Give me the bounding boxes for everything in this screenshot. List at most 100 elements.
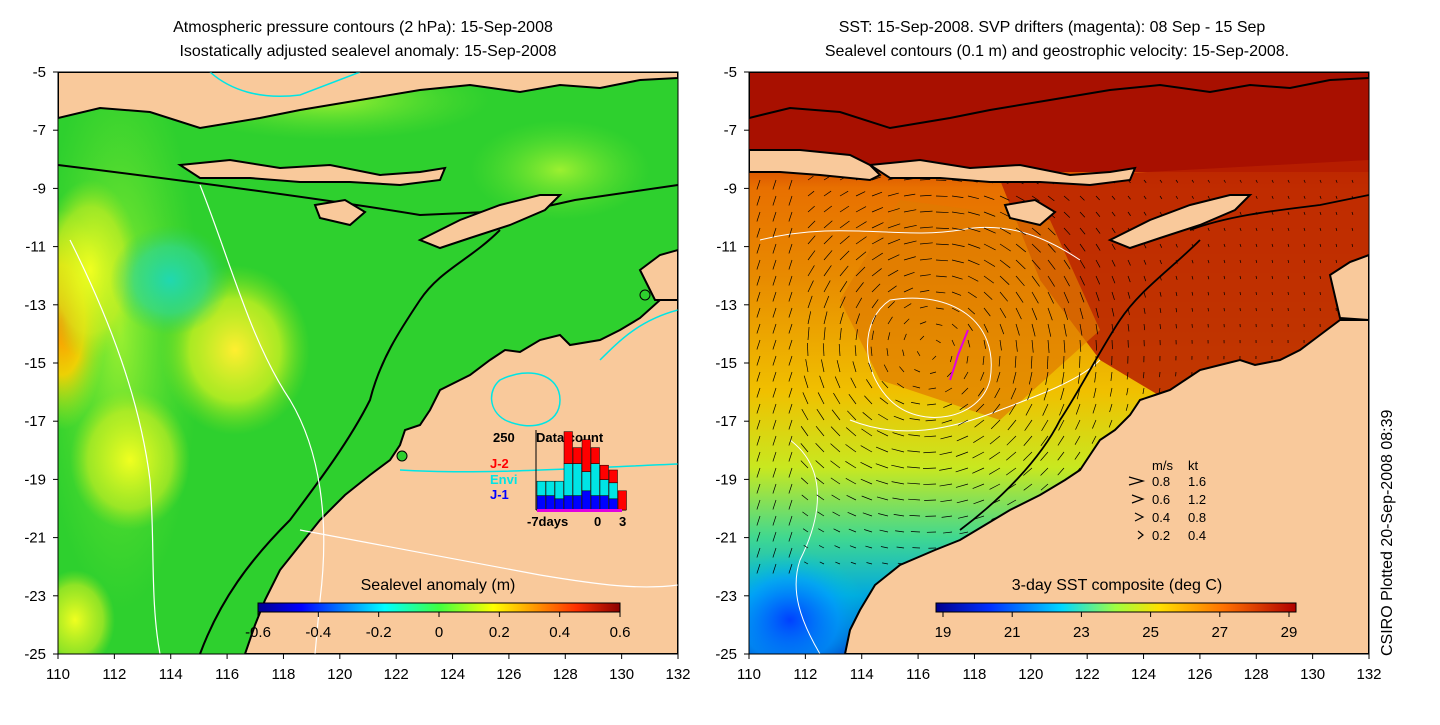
colorbar-tick-label: 21 xyxy=(1004,624,1021,641)
left-marker-south xyxy=(397,451,407,461)
x-tick-label: 128 xyxy=(553,666,578,683)
data-count-legend-envi: Envi xyxy=(490,472,517,487)
data-count-bar-envi xyxy=(573,464,582,496)
data-count-xlabel-start: -7days xyxy=(527,514,568,529)
y-tick-label: -21 xyxy=(715,530,737,547)
data-count-bar-j1 xyxy=(609,499,618,510)
left-title-line1: Atmospheric pressure contours (2 hPa): 1… xyxy=(173,19,553,36)
right-map xyxy=(710,72,1369,690)
y-tick-label: -15 xyxy=(24,355,46,372)
velocity-legend-kt: 0.4 xyxy=(1188,528,1206,543)
x-tick-label: 124 xyxy=(1131,666,1156,683)
y-tick-label: -9 xyxy=(33,180,46,197)
velocity-legend-kt: 1.6 xyxy=(1188,474,1206,489)
colorbar-tick-label: 27 xyxy=(1211,624,1228,641)
data-count-bar-envi xyxy=(537,481,546,495)
y-tick-label: -19 xyxy=(715,471,737,488)
y-tick-label: -11 xyxy=(25,239,46,256)
data-count-bar-j1 xyxy=(600,496,609,510)
velocity-legend-ms: 0.8 xyxy=(1152,474,1170,489)
x-tick-label: 120 xyxy=(327,666,352,683)
y-tick-label: -23 xyxy=(24,588,46,605)
colorbar-tick-label: 19 xyxy=(935,624,952,641)
y-tick-label: -21 xyxy=(24,530,46,547)
colorbar-tick-label: -0.6 xyxy=(245,624,271,641)
x-tick-label: 112 xyxy=(793,666,817,683)
left-anomaly-yellow-sw xyxy=(35,570,115,670)
velocity-legend-kt: 1.2 xyxy=(1188,492,1206,507)
x-tick-label: 126 xyxy=(496,666,521,683)
data-count-bar-envi xyxy=(609,483,618,499)
x-tick-label: 132 xyxy=(665,666,690,683)
data-count-bar-j2 xyxy=(618,491,627,510)
right-title-line1: SST: 15-Sep-2008. SVP drifters (magenta)… xyxy=(839,19,1266,36)
data-count-bar-envi xyxy=(600,480,609,496)
data-count-bar-envi xyxy=(564,464,573,496)
x-tick-label: 116 xyxy=(215,666,239,683)
left-map xyxy=(17,50,678,670)
velocity-legend-header-kt: kt xyxy=(1188,458,1199,473)
x-tick-label: 118 xyxy=(962,666,986,683)
left-colorbar xyxy=(258,603,620,612)
x-tick-label: 130 xyxy=(609,666,634,683)
velocity-legend-ms: 0.2 xyxy=(1152,528,1170,543)
x-tick-label: 110 xyxy=(46,666,70,683)
data-count-bar-j2 xyxy=(600,465,609,479)
y-tick-label: -13 xyxy=(24,297,46,314)
x-tick-label: 114 xyxy=(159,666,183,683)
y-tick-label: -5 xyxy=(724,64,737,81)
x-tick-label: 126 xyxy=(1187,666,1212,683)
colorbar-tick-label: -0.2 xyxy=(366,624,392,641)
y-tick-label: -15 xyxy=(715,355,737,372)
data-count-bar-j1 xyxy=(564,496,573,510)
x-tick-label: 118 xyxy=(271,666,295,683)
y-tick-label: -7 xyxy=(724,122,737,139)
data-count-max: 250 xyxy=(493,430,515,445)
y-tick-label: -17 xyxy=(715,413,737,430)
data-count-bar-j1 xyxy=(582,491,591,510)
x-tick-label: 122 xyxy=(1075,666,1100,683)
x-tick-label: 110 xyxy=(737,666,761,683)
y-tick-label: -7 xyxy=(33,122,46,139)
velocity-legend-ms: 0.6 xyxy=(1152,492,1170,507)
right-title-line2: Sealevel contours (0.1 m) and geostrophi… xyxy=(825,43,1289,60)
data-count-bar-j2 xyxy=(573,448,582,464)
velocity-legend-header-ms: m/s xyxy=(1152,458,1173,473)
data-count-bar-envi xyxy=(546,481,555,495)
data-count-bar-j2 xyxy=(564,432,573,464)
x-tick-label: 122 xyxy=(384,666,409,683)
y-tick-label: -17 xyxy=(24,413,46,430)
velocity-vector xyxy=(1272,292,1273,295)
data-count-xlabel-end: 3 xyxy=(619,514,626,529)
colorbar-tick-label: 23 xyxy=(1073,624,1090,641)
left-anomaly-cyan xyxy=(110,225,230,335)
velocity-legend-ms: 0.4 xyxy=(1152,510,1170,525)
credit-text: CSIRO Plotted 20-Sep-2008 08:39 xyxy=(1379,410,1396,656)
y-tick-label: -13 xyxy=(715,297,737,314)
data-count-bar-j1 xyxy=(591,496,600,510)
y-tick-label: -9 xyxy=(724,180,737,197)
left-colorbar-label: Sealevel anomaly (m) xyxy=(361,577,516,594)
colorbar-tick-label: 0.4 xyxy=(549,624,570,641)
data-count-bar-envi xyxy=(582,472,591,491)
data-count-bar-j2 xyxy=(582,440,591,472)
data-count-bar-envi xyxy=(591,464,600,496)
colorbar-tick-label: -0.4 xyxy=(305,624,331,641)
colorbar-tick-label: 0 xyxy=(435,624,443,641)
y-tick-label: -19 xyxy=(24,471,46,488)
data-count-bar-envi xyxy=(555,481,564,499)
right-colorbar-label: 3-day SST composite (deg C) xyxy=(1012,577,1222,594)
colorbar-tick-label: 25 xyxy=(1142,624,1159,641)
data-count-bar-j1 xyxy=(537,496,546,510)
data-count-bar-j2 xyxy=(591,448,600,464)
x-tick-label: 128 xyxy=(1244,666,1269,683)
colorbar-tick-label: 29 xyxy=(1281,624,1298,641)
data-count-bar-j1 xyxy=(573,496,582,510)
x-tick-label: 132 xyxy=(1356,666,1381,683)
left-title-line2: Isostatically adjusted sealevel anomaly:… xyxy=(179,43,556,60)
data-count-legend-j2: J-2 xyxy=(490,456,509,471)
x-tick-label: 120 xyxy=(1018,666,1043,683)
colorbar-tick-label: 0.6 xyxy=(610,624,631,641)
data-count-time-marker xyxy=(537,509,622,512)
